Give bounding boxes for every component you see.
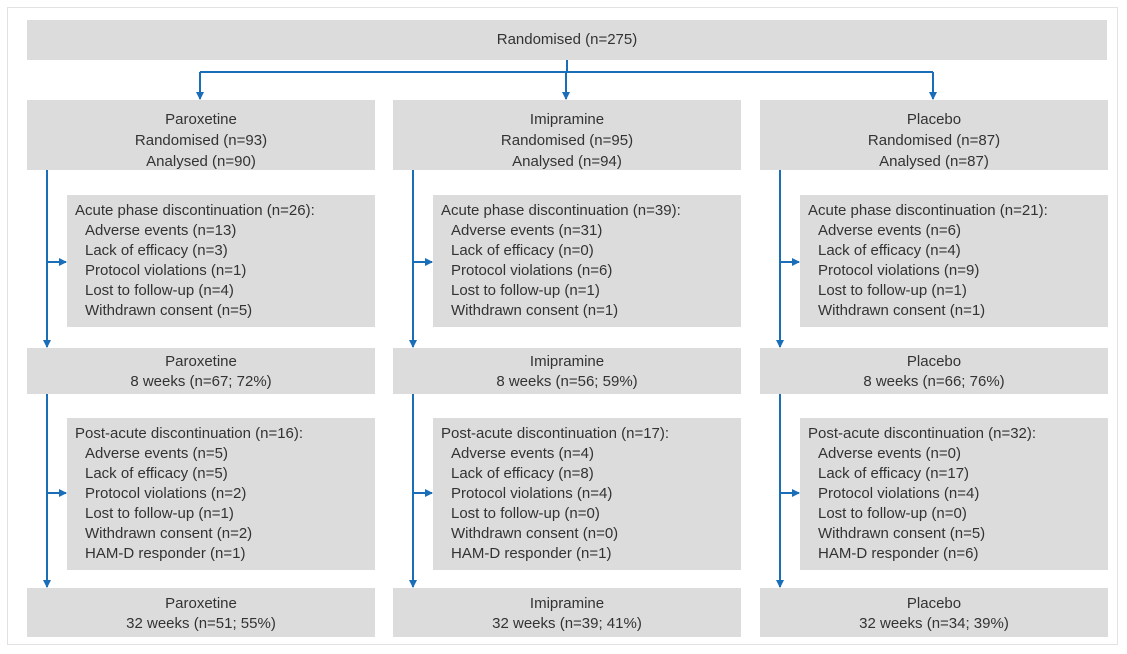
- box-text: Protocol violations (n=6): [451, 262, 613, 279]
- discontinuation-box: Post-acute discontinuation (n=16): Advers…: [67, 418, 375, 570]
- box-text: Post-acute discontinuation (n=17):: [441, 425, 670, 442]
- week8-box: Placebo 8 weeks (n=66; 76%): [760, 348, 1108, 394]
- box-text: Lost to follow-up (n=1): [85, 505, 234, 522]
- box-text: Adverse events (n=5): [85, 445, 228, 462]
- box-text: Acute phase discontinuation (n=21):: [808, 202, 1048, 219]
- box-text: Lack of efficacy (n=5): [85, 465, 228, 482]
- box-text: Lack of efficacy (n=17): [818, 465, 970, 482]
- box-text: Lost to follow-up (n=0): [818, 505, 967, 522]
- box-text: Analysed (n=94): [512, 153, 622, 170]
- discontinuation-box: Acute phase discontinuation (n=26): Adver…: [67, 195, 375, 327]
- box-text: Paroxetine: [165, 111, 237, 128]
- box-text: Protocol violations (n=4): [818, 485, 980, 502]
- arm-box: Placebo Randomised (n=87) Analysed (n=87): [760, 100, 1108, 170]
- box-text: Randomised (n=95): [500, 132, 634, 149]
- box-text: Protocol violations (n=1): [85, 262, 247, 279]
- box-text: Randomised (n=275): [496, 31, 638, 48]
- week8-box: Paroxetine 8 weeks (n=67; 72%): [27, 348, 375, 394]
- box-text: Withdrawn consent (n=1): [451, 302, 619, 319]
- box-text: Imipramine: [529, 111, 605, 128]
- box-text: Adverse events (n=31): [451, 222, 603, 239]
- box-text: Withdrawn consent (n=5): [818, 525, 986, 542]
- frame: [7, 7, 1118, 645]
- box-text: Paroxetine: [165, 595, 237, 612]
- box-text: Lost to follow-up (n=0): [451, 505, 600, 522]
- box-text: HAM-D responder (n=1): [451, 545, 612, 562]
- box-text: Adverse events (n=4): [451, 445, 594, 462]
- week32-box: Placebo 32 weeks (n=34; 39%): [760, 588, 1108, 637]
- box-text: 8 weeks (n=66; 76%): [863, 373, 1005, 390]
- box-text: Lack of efficacy (n=8): [451, 465, 594, 482]
- box-text: Imipramine: [529, 353, 605, 370]
- box-text: Withdrawn consent (n=5): [85, 302, 253, 319]
- box-text: Acute phase discontinuation (n=39):: [441, 202, 681, 219]
- box-text: Randomised (n=87): [867, 132, 1001, 149]
- box-text: Adverse events (n=13): [85, 222, 237, 239]
- arm-box: Paroxetine Randomised (n=93) Analysed (n=9…: [27, 100, 375, 170]
- box-text: 32 weeks (n=51; 55%): [126, 615, 276, 632]
- box-text: Imipramine: [529, 595, 605, 612]
- arm-box: Imipramine Randomised (n=95) Analysed (n=9…: [393, 100, 741, 170]
- box-text: Adverse events (n=6): [818, 222, 961, 239]
- box-text: Protocol violations (n=2): [85, 485, 247, 502]
- discontinuation-box: Acute phase discontinuation (n=21): Adver…: [800, 195, 1108, 327]
- box-text: 8 weeks (n=56; 59%): [496, 373, 638, 390]
- week32-box: Imipramine 32 weeks (n=39; 41%): [393, 588, 741, 637]
- box-text: Placebo: [906, 595, 962, 612]
- box-text: HAM-D responder (n=1): [85, 545, 246, 562]
- week32-box: Paroxetine 32 weeks (n=51; 55%): [27, 588, 375, 637]
- box-text: Analysed (n=90): [146, 153, 256, 170]
- box-text: Withdrawn consent (n=0): [451, 525, 619, 542]
- box-text: Randomised (n=93): [134, 132, 268, 149]
- box-text: Lack of efficacy (n=0): [451, 242, 594, 259]
- box-text: 32 weeks (n=34; 39%): [859, 615, 1009, 632]
- box-text: Paroxetine: [165, 353, 237, 370]
- box-text: Lost to follow-up (n=1): [818, 282, 967, 299]
- box-text: 32 weeks (n=39; 41%): [492, 615, 642, 632]
- box-text: Protocol violations (n=4): [451, 485, 613, 502]
- box-text: Lost to follow-up (n=4): [85, 282, 234, 299]
- box-text: Acute phase discontinuation (n=26):: [75, 202, 315, 219]
- box-text: Protocol violations (n=9): [818, 262, 980, 279]
- box-text: Post-acute discontinuation (n=32):: [808, 425, 1037, 442]
- box-text: HAM-D responder (n=6): [818, 545, 979, 562]
- week8-box: Imipramine 8 weeks (n=56; 59%): [393, 348, 741, 394]
- root-box: Randomised (n=275): [27, 20, 1107, 60]
- box-text: Placebo: [906, 111, 962, 128]
- box-text: Lack of efficacy (n=3): [85, 242, 228, 259]
- box-text: Withdrawn consent (n=2): [85, 525, 253, 542]
- box-text: Withdrawn consent (n=1): [818, 302, 986, 319]
- box-text: Lack of efficacy (n=4): [818, 242, 961, 259]
- box-text: 8 weeks (n=67; 72%): [130, 373, 272, 390]
- box-text: Placebo: [906, 353, 962, 370]
- box-text: Lost to follow-up (n=1): [451, 282, 600, 299]
- box-text: Analysed (n=87): [879, 153, 989, 170]
- box-text: Adverse events (n=0): [818, 445, 961, 462]
- discontinuation-box: Acute phase discontinuation (n=39): Adver…: [433, 195, 741, 327]
- discontinuation-box: Post-acute discontinuation (n=32): Advers…: [800, 418, 1108, 570]
- box-text: Post-acute discontinuation (n=16):: [75, 425, 304, 442]
- discontinuation-box: Post-acute discontinuation (n=17): Advers…: [433, 418, 741, 570]
